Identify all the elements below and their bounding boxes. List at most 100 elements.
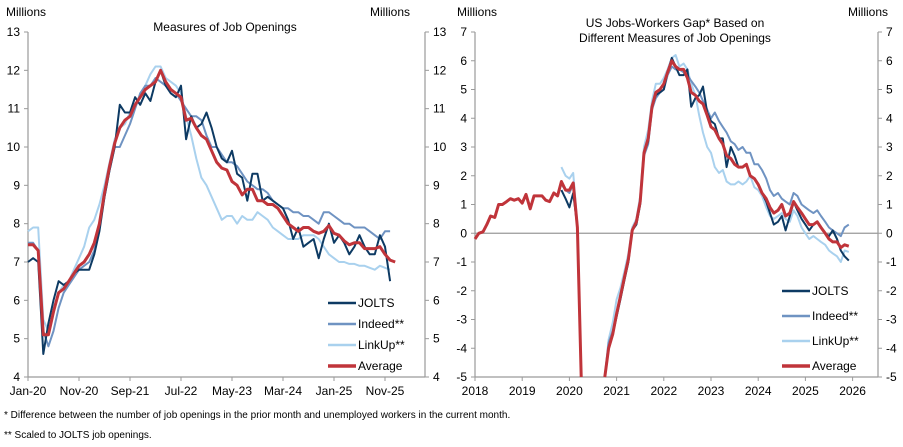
right-chart-ytick-label-right: -1 <box>886 255 897 269</box>
right-chart-line-average <box>603 59 850 378</box>
right-chart-ytick-label-left: -4 <box>456 341 467 355</box>
right-chart-xtick-label: 2022 <box>650 384 677 398</box>
right-chart-ytick-label-right: 5 <box>886 83 893 97</box>
left-chart-ytick-label-right: 6 <box>433 293 440 307</box>
right-chart-ytick-label-right: 2 <box>886 169 893 183</box>
left-chart-ytick-label-left: 12 <box>7 63 21 77</box>
left-chart-ytick-label-left: 13 <box>7 25 21 39</box>
left-chart-ytick-label-right: 5 <box>433 332 440 346</box>
left-chart-ytick-label-right: 11 <box>433 102 446 116</box>
left-chart-ytick-label-left: 11 <box>8 102 21 116</box>
left-chart-legend-label-jolts: JOLTS <box>358 296 394 310</box>
left-chart-xtick-label: Nov-20 <box>60 384 99 398</box>
right-chart-ylabel-right: Millions <box>848 5 888 19</box>
right-chart-ytick-label-right: -3 <box>886 313 897 327</box>
left-chart-xtick-label: Jan-20 <box>10 384 47 398</box>
left-chart-ytick-label-left: 9 <box>13 178 20 192</box>
right-chart-line-indeed <box>603 65 850 378</box>
right-chart-xtick-label: 2023 <box>698 384 725 398</box>
right-chart-series <box>473 54 850 378</box>
left-chart-ytick-label-left: 7 <box>13 255 20 269</box>
right-chart-ytick-label-right: 4 <box>886 111 893 125</box>
right-chart-xtick-label: 2024 <box>745 384 772 398</box>
left-chart-line-average <box>28 68 396 337</box>
right-chart-ytick-label-left: 7 <box>460 25 467 39</box>
right-chart-ytick-label-right: 7 <box>886 25 893 39</box>
left-chart-xtick-label: Mar-24 <box>264 384 302 398</box>
left-chart-job-openings: Millions Millions Measures of Job Openin… <box>6 5 447 398</box>
left-chart-ytick-label-right: 12 <box>433 63 447 77</box>
right-chart-ytick-label-right: 6 <box>886 54 893 68</box>
left-chart-line-linkup <box>27 65 391 332</box>
right-chart-jobs-workers-gap: Millions Millions US Jobs-Workers Gap* B… <box>456 5 897 398</box>
left-chart-x-ticks: Jan-20 Nov-20 Sep-21 Jul-22 May-23 Mar-24 Jan-… <box>10 376 425 398</box>
right-chart-xtick-label: 2020 <box>556 384 583 398</box>
right-chart-ytick-label-right: -4 <box>886 341 897 355</box>
left-chart-ytick-label-right: 10 <box>433 140 447 154</box>
left-chart-xtick-label: Sep-21 <box>111 384 150 398</box>
left-chart-line-indeed <box>28 77 391 348</box>
left-chart-ylabel-left: Millions <box>6 5 46 19</box>
left-chart-ytick-label-left: 6 <box>13 293 20 307</box>
left-chart-series <box>27 65 396 355</box>
left-chart-ylabel-right: Millions <box>370 5 410 19</box>
right-chart-ytick-label-left: 1 <box>460 198 467 212</box>
right-chart-legend: JOLTS Indeed** LinkUp** Average <box>782 284 859 373</box>
right-chart-xtick-label: 2026 <box>839 384 866 398</box>
left-chart-ytick-label-right: 8 <box>433 217 440 231</box>
right-chart-line-jolts <box>603 56 850 378</box>
left-chart-ytick-label-left: 5 <box>13 332 20 346</box>
right-chart-ytick-label-left: -1 <box>456 255 467 269</box>
left-chart-ytick-label-left: 10 <box>7 140 21 154</box>
left-chart-xtick-label: Nov-25 <box>366 384 405 398</box>
right-chart-ytick-label-left: 3 <box>460 140 467 154</box>
left-chart-ytick-label-right: 4 <box>433 370 440 384</box>
left-chart-xtick-label: May-23 <box>212 384 252 398</box>
right-chart-ytick-label-right: 1 <box>886 198 893 212</box>
left-chart-line-jolts <box>27 69 392 355</box>
right-chart-line-linkup <box>603 54 850 378</box>
left-chart-legend: JOLTS Indeed** LinkUp** Average <box>328 296 405 373</box>
left-chart-ytick-label-right: 9 <box>433 178 440 192</box>
right-chart-ytick-label-left: -2 <box>456 284 467 298</box>
right-chart-legend-label-jolts: JOLTS <box>812 284 848 298</box>
left-chart-ytick-label-right: 7 <box>433 255 440 269</box>
right-chart-ytick-label-right: 0 <box>886 226 893 240</box>
right-chart-legend-label-average: Average <box>812 359 857 373</box>
left-chart-title: Measures of Job Openings <box>153 20 296 34</box>
footnote-gap-definition: * Difference between the number of job o… <box>4 410 511 421</box>
left-chart-ytick-label-left: 8 <box>13 217 20 231</box>
right-chart-xtick-label: 2019 <box>509 384 536 398</box>
right-chart-xtick-label: 2018 <box>462 384 489 398</box>
right-chart-ytick-label-left: 5 <box>460 83 467 97</box>
right-chart-ylabel-left: Millions <box>457 5 497 19</box>
right-chart-ytick-label-left: 2 <box>460 169 467 183</box>
right-chart-ytick-label-left: 4 <box>460 111 467 125</box>
right-chart-line-average <box>473 180 583 378</box>
right-chart-ytick-label-right: -5 <box>886 370 897 384</box>
right-chart-ytick-label-right: 3 <box>886 140 893 154</box>
left-chart-ytick-label-right: 13 <box>433 25 447 39</box>
left-chart-y-ticks: 4 4 5 5 6 6 7 7 8 8 9 9 10 10 11 11 12 12 13 13 <box>7 25 447 384</box>
left-chart-ytick-label-left: 4 <box>13 370 20 384</box>
right-chart-ytick-label-left: 6 <box>460 54 467 68</box>
right-chart-xtick-label: 2025 <box>792 384 819 398</box>
left-chart-legend-label-linkup: LinkUp** <box>358 338 405 352</box>
right-chart-ytick-label-left: -5 <box>456 370 467 384</box>
right-chart-y-ticks: -5 -5 -4 -4 -3 -3 -2 -2 -1 -1 0 0 1 1 2 2 3 3 4 4 5 5 6 6 7 7 <box>456 25 897 384</box>
right-chart-legend-label-linkup: LinkUp** <box>812 334 859 348</box>
left-chart-legend-label-indeed: Indeed** <box>358 317 404 331</box>
left-chart-legend-label-average: Average <box>358 359 403 373</box>
right-chart-ytick-label-right: -2 <box>886 284 897 298</box>
left-chart-xtick-label: Jan-25 <box>316 384 353 398</box>
right-chart-title-line-1: US Jobs-Workers Gap* Based on <box>586 16 765 30</box>
right-chart-ytick-label-left: -3 <box>456 313 467 327</box>
right-chart-title-line-2: Different Measures of Job Openings <box>579 31 771 45</box>
right-chart-ytick-label-left: 0 <box>460 226 467 240</box>
right-chart-x-ticks: 2018 2019 2020 2021 2022 2023 2024 2025 2026 <box>462 376 878 398</box>
right-chart-xtick-label: 2021 <box>603 384 630 398</box>
footnote-scaling: ** Scaled to JOLTS job openings. <box>4 430 152 441</box>
right-chart-legend-label-indeed: Indeed** <box>812 309 858 323</box>
left-chart-xtick-label: Jul-22 <box>165 384 198 398</box>
